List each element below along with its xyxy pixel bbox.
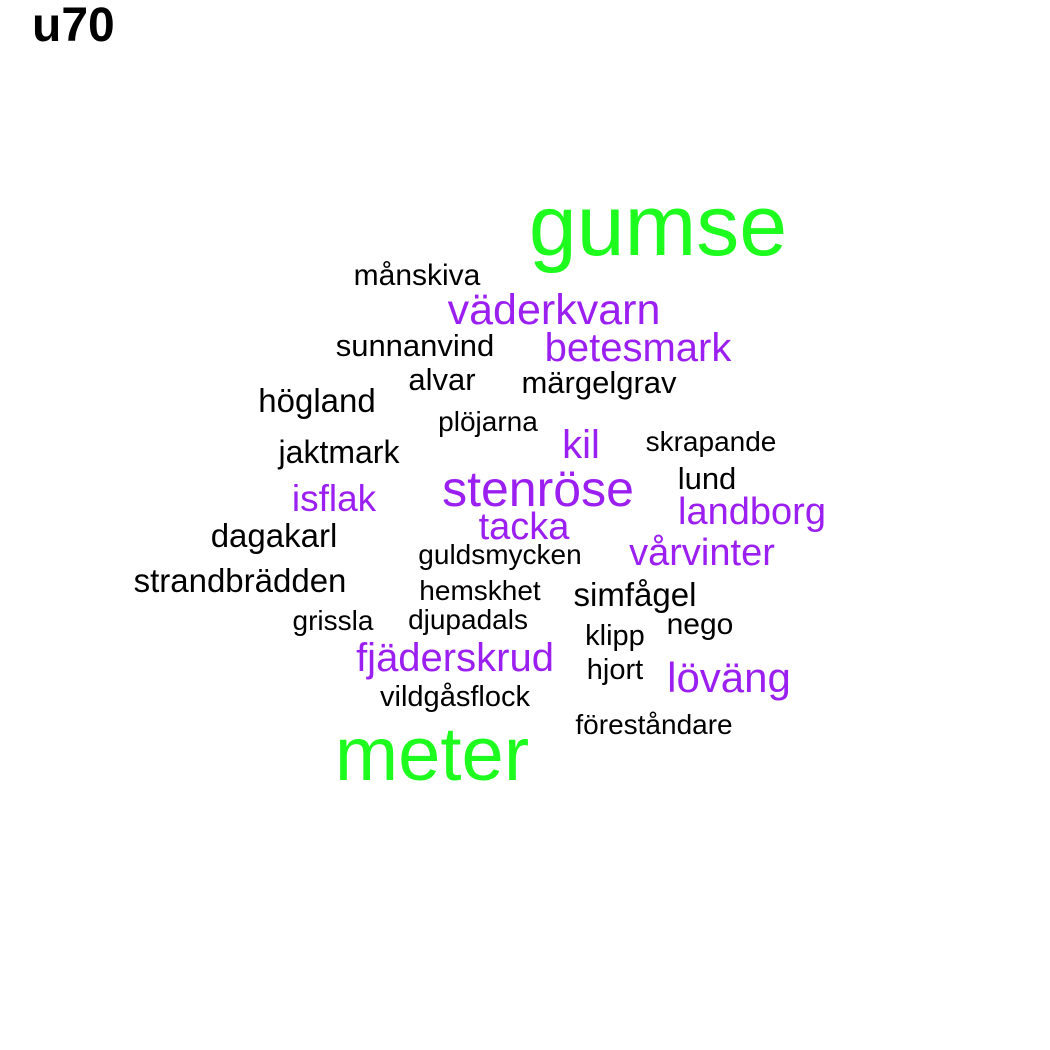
cloud-word-22: guldsmycken [418, 539, 582, 570]
cloud-word-4: betesmark [544, 326, 732, 370]
cloud-word-6: landborg [678, 491, 826, 533]
cloud-word-10: kil [562, 423, 600, 467]
cloud-word-0: gumse [528, 178, 788, 274]
cloud-word-20: lund [677, 460, 737, 496]
cloud-word-28: klipp [585, 619, 645, 652]
cloud-word-26: grissla [292, 605, 374, 636]
cloud-word-27: djupadals [408, 604, 528, 635]
cloud-word-11: isflak [291, 477, 377, 519]
cloud-word-24: hemskhet [419, 575, 541, 606]
cloud-word-31: vildgåsflock [380, 680, 530, 713]
cloud-word-25: simfågel [573, 575, 697, 613]
cloud-word-15: märgelgrav [521, 364, 677, 400]
cloud-word-5: fjäderskrud [356, 636, 554, 680]
cloud-word-7: vårvinter [629, 532, 775, 574]
cloud-word-2: stenröse [442, 461, 634, 517]
cloud-word-21: dagakarl [210, 516, 338, 554]
cloud-word-29: nego [666, 608, 734, 641]
cloud-word-30: hjort [586, 653, 644, 686]
cloud-word-1: meter [334, 712, 530, 797]
cloud-word-3: väderkvarn [447, 285, 661, 334]
cloud-word-16: högland [258, 381, 376, 419]
cloud-word-12: månskiva [353, 259, 481, 292]
cloud-word-18: jaktmark [278, 434, 400, 470]
cloud-word-8: löväng [667, 654, 791, 701]
cloud-word-17: plöjarna [438, 406, 538, 437]
page-title: u70 [32, 0, 115, 52]
cloud-word-9: tacka [478, 506, 570, 548]
cloud-word-14: alvar [408, 361, 476, 397]
cloud-word-13: sunnanvind [335, 327, 495, 363]
cloud-word-32: föreståndare [575, 709, 733, 740]
cloud-word-19: skrapande [645, 426, 777, 457]
cloud-word-23: strandbrädden [133, 561, 347, 599]
